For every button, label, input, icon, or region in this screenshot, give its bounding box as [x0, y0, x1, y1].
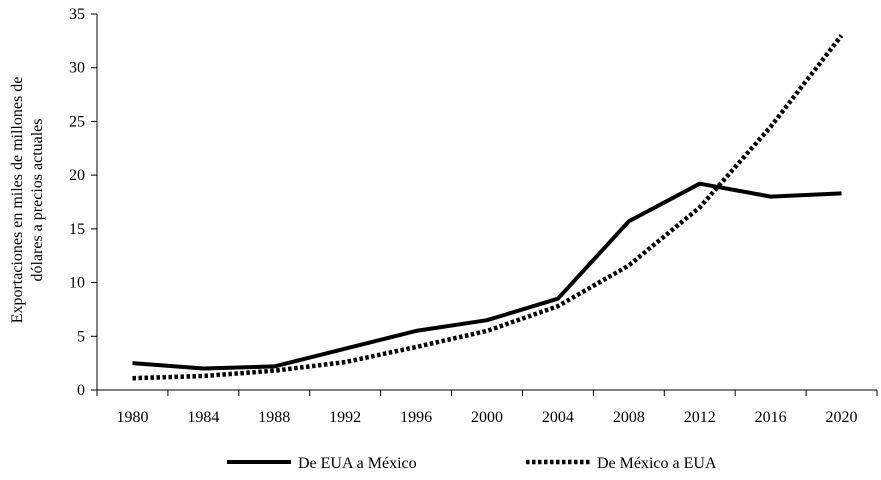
legend: De EUA a México De México a EUA	[227, 455, 717, 472]
x-tick-label: 1980	[116, 409, 148, 426]
x-tick-label: 2020	[826, 409, 858, 426]
x-tick-label: 2000	[471, 409, 503, 426]
series-line-2	[132, 34, 844, 381]
legend-label-1: De EUA a México	[298, 455, 417, 472]
y-tick-label: 15	[69, 221, 85, 238]
series-group	[132, 34, 844, 381]
y-ticks: 0 5 10 15 20 25 30 35	[69, 6, 97, 399]
y-tick-label: 20	[69, 167, 85, 184]
x-tick-label: 2012	[684, 409, 716, 426]
x-tick-label: 1992	[329, 409, 361, 426]
x-tick-label: 2016	[755, 409, 787, 426]
y-tick-label: 25	[69, 113, 85, 130]
x-ticks: 1980 1984 1988 1992 1996 2000 2004 2008 2012 2016…	[96, 390, 878, 426]
y-tick-label: 5	[77, 328, 85, 345]
series-line-1	[132, 181, 842, 371]
x-tick-label: 1996	[400, 409, 432, 426]
y-tick-label: 30	[69, 60, 85, 77]
x-tick-label: 1988	[258, 409, 290, 426]
y-axis-title-line-1: Exportaciones en miles de millones de	[9, 77, 26, 324]
axes	[96, 14, 877, 391]
x-tick-label: 1984	[187, 409, 219, 426]
y-axis-title-line-2: dólares a precios actuales	[29, 118, 46, 281]
legend-label-2: De México a EUA	[597, 455, 717, 472]
x-tick-label: 2008	[613, 409, 645, 426]
y-tick-label: 10	[69, 275, 85, 292]
y-axis-title: Exportaciones en miles de millones de dó…	[9, 77, 46, 324]
y-tick-label: 0	[77, 382, 85, 399]
y-tick-label: 35	[69, 6, 85, 23]
x-tick-label: 2004	[542, 409, 574, 426]
